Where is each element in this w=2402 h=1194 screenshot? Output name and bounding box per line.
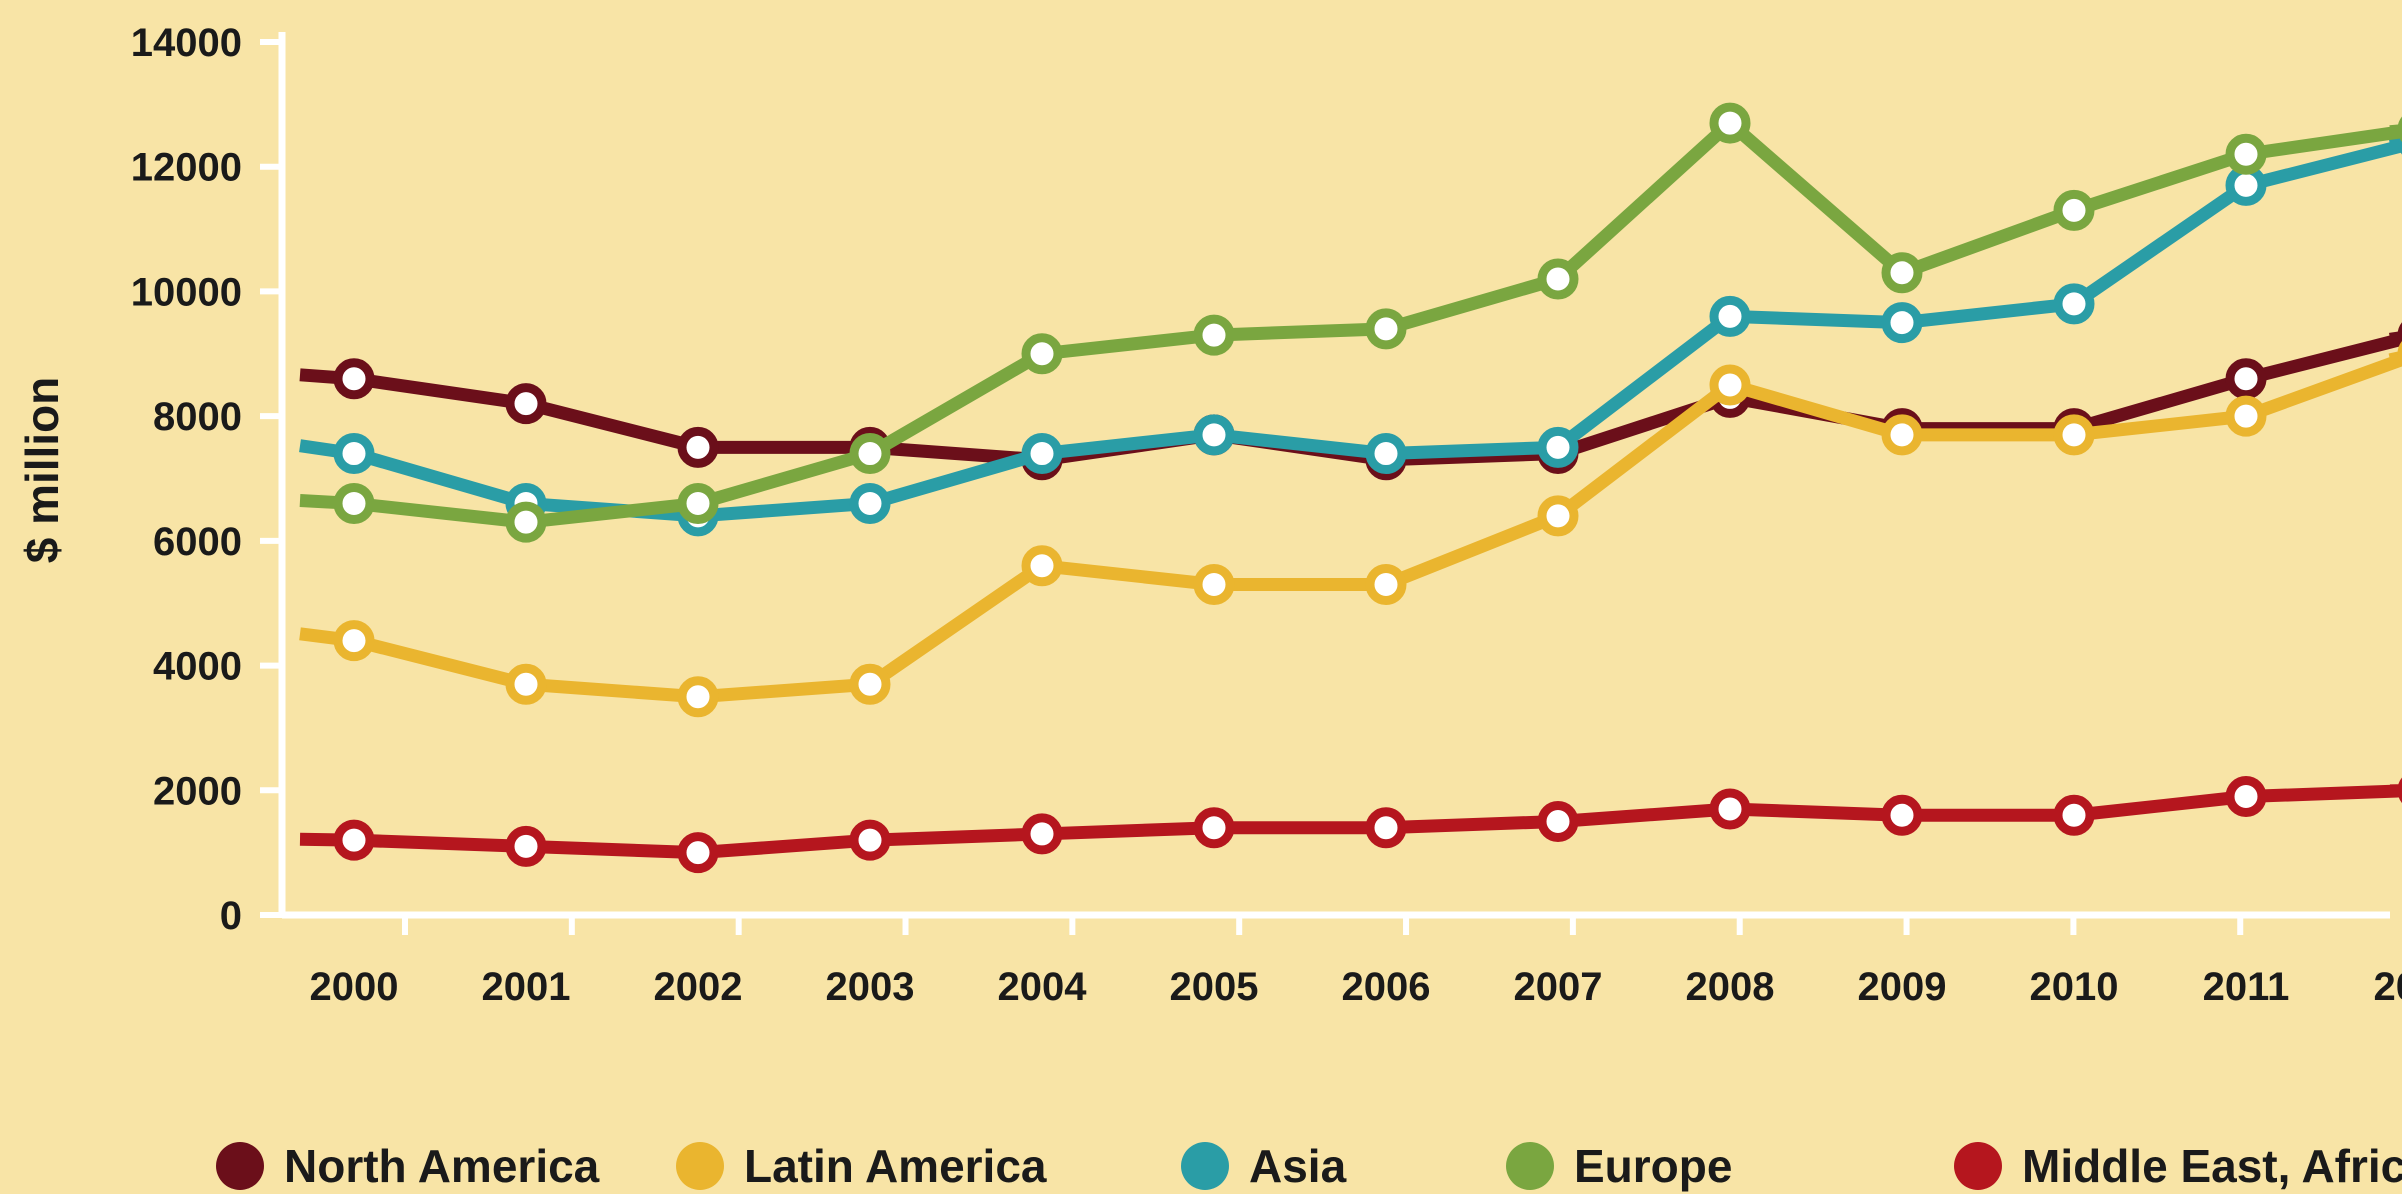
y-tick-label: 2000 [153,769,242,813]
data-point-marker [1021,333,1063,375]
data-point-marker [1709,364,1751,406]
x-tick-label: 2003 [826,965,915,1009]
legend-swatch [216,1142,264,1190]
legend-item: Asia [1181,1140,1347,1192]
data-point-marker [849,663,891,705]
data-point-marker [1365,807,1407,849]
x-tick-label: 2004 [998,965,1088,1009]
x-tick-label: 2005 [1170,965,1259,1009]
x-tick-label: 2007 [1514,965,1603,1009]
data-point-marker [1193,564,1235,606]
x-tick-label: 2010 [2030,965,2119,1009]
x-tick-label: 2009 [1858,965,1947,1009]
data-point-marker [1021,813,1063,855]
data-point-marker [1021,545,1063,587]
legend-label: North America [284,1140,600,1192]
data-point-marker [333,358,375,400]
legend-label: Europe [1574,1140,1732,1192]
series-layer [299,102,2402,874]
data-point-marker [1365,308,1407,350]
data-point-marker [2225,133,2267,175]
x-tick-label: 2002 [654,965,743,1009]
y-tick-label: 0 [220,894,242,938]
series-middle-east-africa [299,776,2402,874]
data-point-marker [677,676,719,718]
legend-label: Middle East, Africa [2022,1140,2402,1192]
data-point-marker [1193,314,1235,356]
x-tick-label: 2006 [1342,965,1431,1009]
legend-label: Latin America [744,1140,1047,1192]
data-point-marker [1709,788,1751,830]
legend-label: Asia [1249,1140,1347,1192]
legend-item: North America [216,1140,600,1192]
y-tick-label: 8000 [153,395,242,439]
data-point-marker [505,825,547,867]
data-point-marker [2053,283,2095,325]
y-tick-label: 10000 [131,270,242,314]
y-tick-label: 14000 [131,21,242,65]
data-point-marker [1365,433,1407,475]
data-point-marker [1537,426,1579,468]
data-point-marker [1881,794,1923,836]
x-tick-label: 2001 [482,965,571,1009]
x-tick-label: 2011 [2203,965,2290,1009]
data-point-marker [677,426,719,468]
legend-item: Europe [1506,1140,1732,1192]
legend-item: Latin America [676,1140,1047,1192]
series-line [299,350,2402,704]
x-tick-label: 2012 [2374,965,2402,1009]
y-tick-label: 4000 [153,645,242,689]
series-asia [299,128,2402,537]
data-point-marker [505,501,547,543]
data-point-marker [505,663,547,705]
data-point-marker [333,482,375,524]
legend-swatch [1506,1142,1554,1190]
y-axis-label: $ million [16,377,68,564]
series-line [299,116,2402,529]
data-point-marker [2053,794,2095,836]
data-point-marker [1193,807,1235,849]
axes: 0 2000 4000 6000 8000 10000 12000 14000 2000 2001… [16,21,2402,1009]
y-tick-label: 6000 [153,520,242,564]
data-point-marker [2053,414,2095,456]
data-point-marker [1021,433,1063,475]
data-point-marker [1365,564,1407,606]
data-point-marker [1709,295,1751,337]
y-tick-label: 12000 [131,146,242,190]
data-point-marker [333,620,375,662]
legend-swatch [1181,1142,1229,1190]
data-point-marker [1709,102,1751,144]
data-point-marker [849,433,891,475]
data-point-marker [333,433,375,475]
data-point-marker [677,832,719,874]
data-point-marker [849,819,891,861]
x-tick-label: 2008 [1686,965,1775,1009]
data-point-marker [1881,302,1923,344]
data-point-marker [1881,414,1923,456]
data-point-marker [2225,395,2267,437]
series-latin-america [299,340,2402,718]
data-point-marker [1537,800,1579,842]
legend-swatch [676,1142,724,1190]
legend: North America Latin America Asia Europe Midd… [216,1140,2402,1192]
legend-item: Middle East, Africa [1954,1140,2402,1192]
data-point-marker [2225,358,2267,400]
data-point-marker [849,482,891,524]
x-tick-label: 2000 [310,965,399,1009]
data-point-marker [333,819,375,861]
data-point-marker [1537,495,1579,537]
data-point-marker [1881,252,1923,294]
data-point-marker [505,383,547,425]
series-europe [299,102,2402,543]
data-point-marker [1193,414,1235,456]
data-point-marker [677,482,719,524]
legend-swatch [1954,1142,2002,1190]
data-point-marker [2225,776,2267,818]
data-point-marker [1537,258,1579,300]
data-point-marker [2053,189,2095,231]
